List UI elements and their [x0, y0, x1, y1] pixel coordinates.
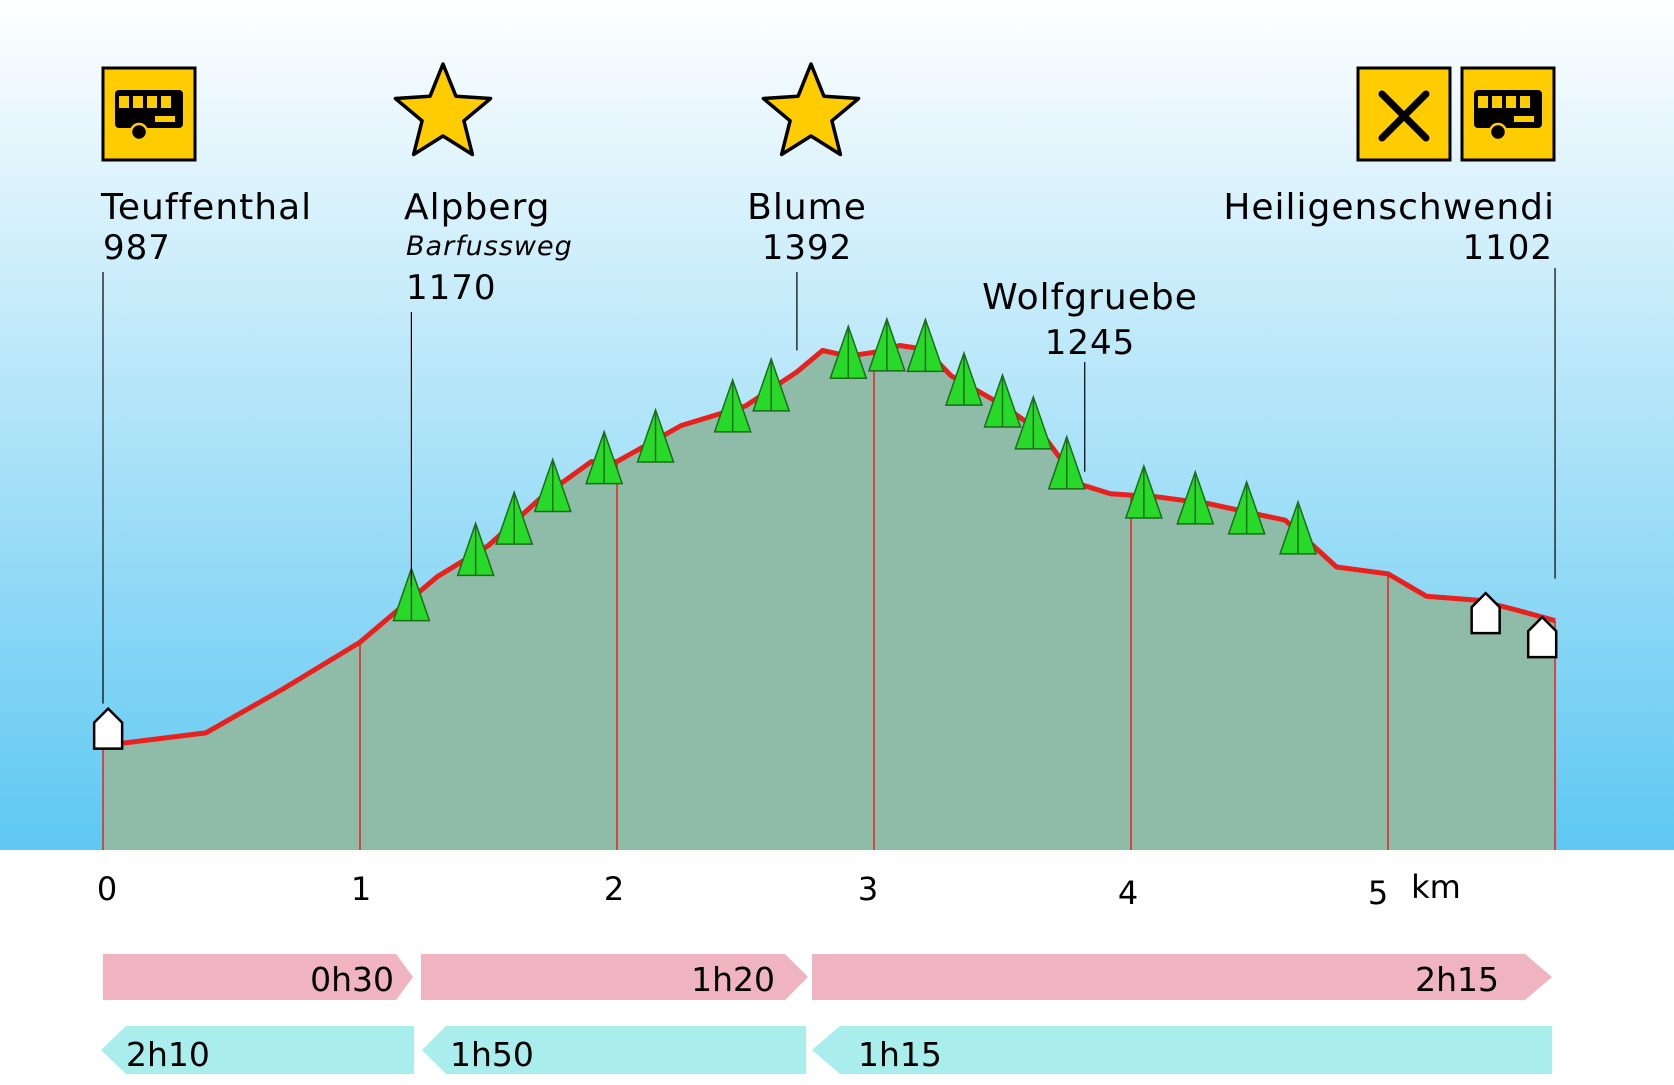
return-time-arrow	[422, 1026, 806, 1074]
forward-time-label: 2h15	[1415, 960, 1499, 999]
forward-time-arrow	[421, 954, 808, 1000]
return-time-label: 2h10	[126, 1035, 210, 1074]
forward-time-bar: 0h30 1h20 2h15	[103, 954, 1552, 1000]
bus-stop-icon	[1460, 66, 1556, 162]
elevation-profile-line	[102, 343, 1556, 749]
x-tick-label: 3	[858, 870, 878, 908]
forward-time-arrow	[103, 954, 413, 1000]
x-axis-unit: km	[1411, 868, 1461, 906]
return-time-bar: 2h10 1h50 1h15	[101, 1026, 1552, 1074]
waypoint-elevation: 987	[103, 228, 171, 268]
x-tick-label: 2	[604, 870, 624, 908]
waypoint-elevation: 1170	[406, 268, 497, 308]
restaurant-icon	[1356, 66, 1452, 162]
house-icon	[1526, 615, 1558, 659]
star-icon	[761, 62, 861, 157]
bus-stop-icon	[101, 66, 197, 162]
waypoint-teuffenthal: Teuffenthal 987	[100, 187, 312, 268]
x-tick-label: 0	[97, 870, 117, 908]
waypoint-blume: Blume 1392	[747, 187, 867, 268]
waypoint-name: Teuffenthal	[100, 187, 312, 228]
house-icon	[1470, 591, 1501, 635]
house-icon	[92, 706, 124, 750]
waypoint-elevation: 1102	[1462, 228, 1553, 268]
forward-time-label: 0h30	[310, 960, 394, 999]
waypoint-name: Blume	[747, 187, 867, 228]
waypoint-alpberg: Alpberg Barfussweg 1170	[404, 187, 573, 308]
return-time-arrow	[812, 1026, 1552, 1074]
waypoint-name: Heiligenschwendi	[1223, 187, 1555, 228]
waypoint-elevation: 1245	[1045, 323, 1136, 363]
terrain-area	[103, 345, 1556, 850]
x-tick-label: 1	[351, 870, 371, 908]
forward-time-arrow	[812, 954, 1552, 1000]
x-tick-label: 5	[1368, 874, 1388, 912]
return-time-label: 1h50	[450, 1035, 534, 1074]
forward-time-label: 1h20	[691, 960, 775, 999]
x-tick-label: 4	[1118, 874, 1138, 912]
star-icon	[393, 62, 493, 157]
return-time-arrow	[101, 1026, 414, 1074]
waypoint-name: Alpberg	[404, 187, 551, 228]
return-time-label: 1h15	[858, 1035, 942, 1074]
waypoint-elevation: 1392	[762, 228, 853, 268]
waypoint-name: Wolfgruebe	[982, 277, 1198, 318]
waypoint-wolfgruebe: Wolfgruebe 1245	[982, 277, 1198, 363]
waypoint-heiligenschwendi: Heiligenschwendi 1102	[1223, 187, 1555, 268]
waypoint-subtitle: Barfussweg	[406, 231, 573, 262]
x-axis: 0 1 2 3 4 5 km	[97, 868, 1461, 912]
